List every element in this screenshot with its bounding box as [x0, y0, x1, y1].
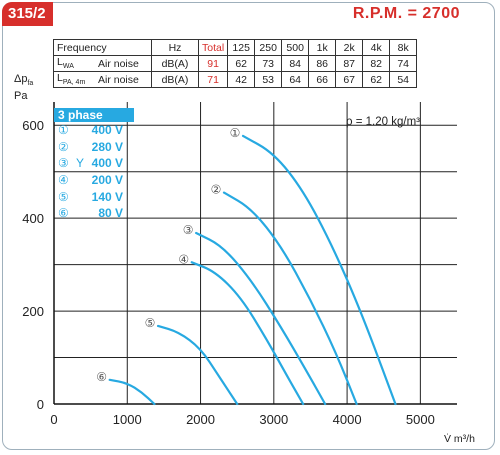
- curve-marker-icon: ③: [58, 156, 69, 171]
- x-tick-label: 2000: [186, 412, 215, 427]
- row-value: 54: [389, 71, 418, 88]
- curve-label: ①: [230, 126, 241, 140]
- fan-curve: [241, 134, 397, 406]
- legend-item: ③ Y 400 V: [54, 155, 134, 172]
- model-tag: 315/2: [2, 2, 53, 26]
- voltage-label: 200 V: [91, 173, 123, 188]
- fan-curve: [222, 191, 358, 406]
- voltage-label: 140 V: [91, 189, 123, 204]
- fan-curve: [195, 231, 327, 406]
- y-tick-label: 0: [37, 397, 44, 412]
- legend-item: ⑥ 80 V: [54, 205, 134, 222]
- voltage-label: 400 V: [91, 123, 123, 137]
- noise-table-header: Frequency Hz Total 125 250 500 1k 2k 4k …: [53, 39, 418, 56]
- row-value: 62: [362, 71, 391, 88]
- table-row: LWA Air noise dB(A) 91 62 73 84 86 87 82…: [52, 55, 418, 72]
- rpm-label: R.P.M. = 2700: [352, 5, 460, 22]
- curve-label: ③: [183, 223, 194, 237]
- x-axis-label: V̇ m³/h: [444, 433, 475, 445]
- row-value: 42: [227, 71, 256, 88]
- fan-curve: [190, 261, 305, 406]
- x-tick-label: 5000: [406, 412, 435, 427]
- row-label: Air noise: [94, 71, 152, 88]
- legend-item: ② 280 V: [54, 139, 134, 156]
- phase-legend: 3 phase ① 400 V ② 280 V ③ Y 400 V ④ 200 V ⑤ 14…: [54, 108, 134, 222]
- voltage-label: 80 V: [98, 206, 123, 221]
- frequency-header: Frequency: [53, 39, 152, 56]
- x-tick-label: 0: [50, 412, 57, 427]
- band-header: 8k: [389, 39, 418, 56]
- x-tick-label: 4000: [333, 412, 362, 427]
- y-axis-label: Δpfa Pa: [14, 73, 34, 103]
- row-total: 71: [197, 71, 229, 88]
- curve-label: ⑤: [145, 316, 156, 330]
- noise-table: Frequency Hz Total 125 250 500 1k 2k 4k …: [52, 39, 418, 88]
- x-tick-label: 3000: [259, 412, 288, 427]
- curve-marker-icon: ⑤: [58, 189, 69, 204]
- row-unit: dB(A): [151, 71, 199, 88]
- chart-frame: [2, 2, 495, 450]
- curve-marker-icon: ⑥: [58, 206, 69, 221]
- curve-marker-icon: ①: [58, 123, 69, 137]
- x-tick-label: 1000: [113, 412, 142, 427]
- curve-label: ④: [178, 252, 189, 266]
- voltage-label: 400 V: [91, 156, 123, 171]
- curve-label: ⑥: [96, 370, 107, 384]
- fan-curve: [156, 324, 239, 406]
- row-symbol: LPA, 4m: [52, 71, 95, 88]
- curve-marker-icon: ④: [58, 173, 69, 188]
- legend-item: ④ 200 V: [54, 172, 134, 189]
- row-label: Air noise: [94, 55, 152, 72]
- legend-item: ⑤ 140 V: [54, 189, 134, 206]
- air-density-note: ρ = 1.20 kg/m³: [346, 116, 420, 128]
- y-tick-label: 200: [22, 304, 44, 319]
- y-tick-label: 600: [22, 118, 44, 133]
- y-tick-label: 400: [22, 211, 44, 226]
- fan-curve: [108, 378, 156, 406]
- curve-label: ②: [211, 183, 222, 197]
- band-header: 500: [281, 39, 310, 56]
- voltage-label: 280 V: [91, 139, 123, 154]
- table-row: LPA, 4m Air noise dB(A) 71 42 53 64 66 6…: [52, 71, 418, 88]
- curve-marker-icon: ②: [58, 139, 69, 154]
- connection-label: Y: [76, 156, 85, 171]
- phase-legend-title: 3 phase: [54, 108, 134, 122]
- row-unit: dB(A): [151, 55, 199, 72]
- legend-item: ① 400 V: [54, 122, 134, 139]
